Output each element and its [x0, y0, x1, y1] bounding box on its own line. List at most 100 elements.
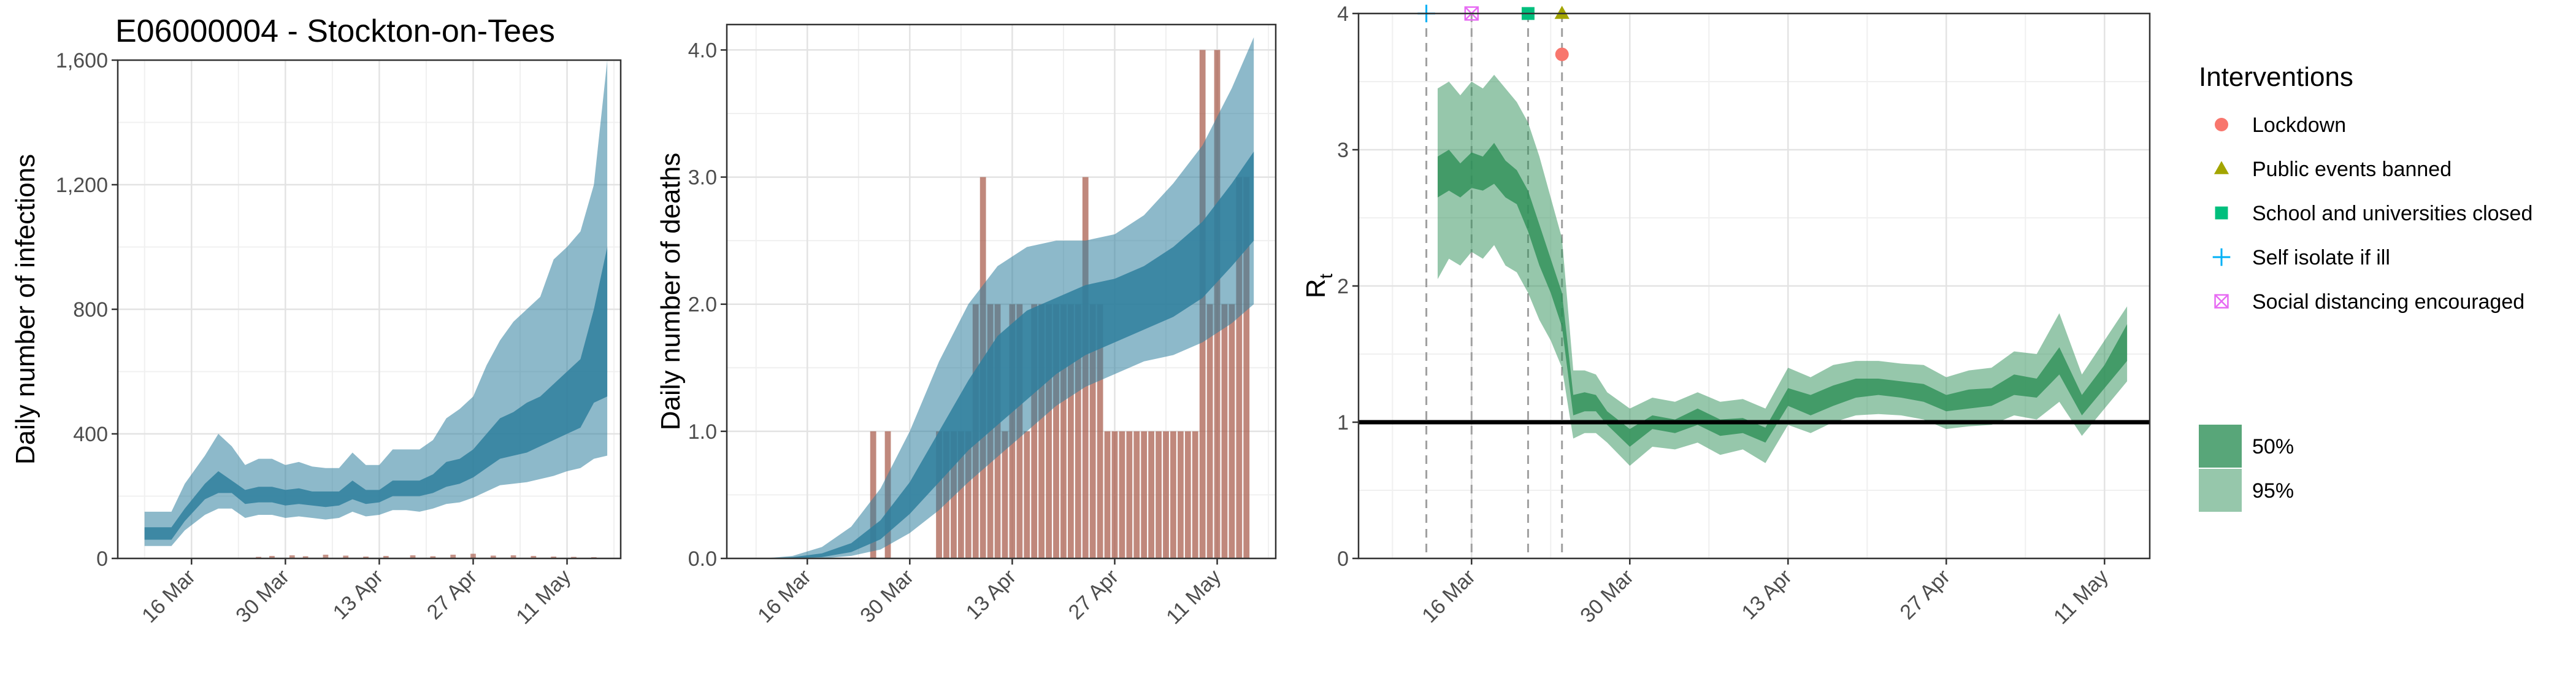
- intervention-marker-circle: [1555, 47, 1569, 61]
- y-axis-label: Rt: [1301, 273, 1336, 298]
- death-bar: [1031, 304, 1038, 558]
- x-tick-label: 27 Apr: [423, 565, 481, 624]
- y-axis-label-subscript: t: [1316, 273, 1336, 279]
- case-bar: [531, 555, 537, 558]
- legend-key-boxx: [2214, 294, 2229, 309]
- death-bar: [1184, 431, 1191, 558]
- death-bar: [1221, 304, 1228, 558]
- case-bar: [269, 555, 275, 558]
- death-bar: [1192, 431, 1198, 558]
- x-tick-label: 13 Apr: [962, 565, 1021, 624]
- x-tick-label: 16 Mar: [1417, 565, 1480, 628]
- case-bar: [430, 556, 436, 558]
- death-bar: [1060, 304, 1067, 558]
- death-bar: [1075, 304, 1081, 558]
- death-bar: [870, 431, 876, 558]
- x-tick-label: 16 Mar: [753, 565, 816, 628]
- deaths-ci50-band: [763, 152, 1254, 559]
- legend-item-label: Public events banned: [2252, 158, 2451, 181]
- infections-ci95-band: [144, 60, 608, 546]
- death-bar: [1111, 431, 1118, 558]
- rt-ci50-band: [1438, 142, 2128, 447]
- x-tick-label: 30 Mar: [231, 565, 294, 628]
- y-tick-label: 1,200: [56, 174, 108, 197]
- legend-key-boxx-x2: [2214, 294, 2229, 309]
- death-bar: [1243, 177, 1250, 559]
- case-bar: [510, 555, 516, 558]
- death-bar: [957, 431, 964, 558]
- death-bar: [1141, 431, 1148, 558]
- y-tick-label: 1: [1337, 411, 1349, 434]
- case-bar: [323, 554, 329, 558]
- legend-ci-label: 50%: [2252, 435, 2294, 458]
- x-tick-label: 11 May: [512, 565, 575, 629]
- death-bar: [1089, 304, 1096, 558]
- x-tick-label: 16 Mar: [137, 565, 200, 628]
- y-axis-label: Daily number of deaths: [656, 153, 686, 430]
- y-tick-label: 3: [1337, 139, 1349, 162]
- legend-ci-key: [2199, 425, 2242, 468]
- legend-key-plus: [2212, 248, 2231, 266]
- legend-item-label: Lockdown: [2252, 114, 2346, 137]
- case-bar: [383, 555, 389, 558]
- x-tick-label: 30 Mar: [1576, 565, 1638, 628]
- legend-key-circle: [2215, 118, 2228, 131]
- rt-panel: 0 1 2 3 4 16 Mar 30 Mar 13 Apr 27 Apr 11 May Rt: [1301, 2, 2151, 629]
- legend-title: Interventions: [2199, 62, 2353, 92]
- case-bar: [450, 554, 456, 558]
- case-bar: [289, 555, 295, 558]
- death-bar: [1002, 431, 1008, 558]
- case-bar: [470, 554, 476, 558]
- death-bar: [1046, 304, 1052, 558]
- death-bar: [1119, 431, 1125, 558]
- y-tick-label: 1,600: [56, 49, 108, 72]
- death-bar: [1024, 431, 1030, 558]
- death-bar: [1170, 431, 1176, 558]
- x-tick-label: 27 Apr: [1896, 565, 1955, 624]
- y-tick-label: 2: [1337, 275, 1349, 298]
- x-tick-label: 11 May: [1162, 565, 1225, 629]
- intervention-marker-triangle: [1554, 6, 1570, 19]
- death-bar: [1097, 304, 1103, 558]
- figure-title: E06000004 - Stockton-on-Tees: [115, 14, 555, 49]
- legend-ci-label: 95%: [2252, 479, 2294, 503]
- death-bar: [1206, 304, 1213, 558]
- death-bar: [965, 431, 972, 558]
- death-bar: [1148, 431, 1155, 558]
- case-bar: [256, 557, 261, 558]
- y-tick-label: 1.0: [688, 420, 717, 444]
- y-axis-label: Daily number of infections: [10, 154, 40, 465]
- y-tick-label: 800: [73, 298, 108, 322]
- case-bar: [490, 555, 496, 558]
- death-bar: [1156, 431, 1162, 558]
- legend-ci-key: [2199, 469, 2242, 512]
- x-tick-label: 27 Apr: [1064, 565, 1123, 624]
- x-tick-label: 11 May: [2049, 565, 2113, 629]
- y-tick-label: 4.0: [688, 39, 717, 62]
- legend-key-boxx-box: [2214, 294, 2229, 309]
- legend-key-triangle: [2214, 161, 2229, 174]
- x-tick-label: 30 Mar: [856, 565, 918, 628]
- case-bar: [363, 556, 369, 558]
- deaths-ci95-band: [763, 37, 1254, 558]
- legend: Interventions Lockdown Public events banne…: [2199, 62, 2532, 512]
- y-tick-label: 0: [96, 547, 108, 571]
- panel-border: [726, 23, 1277, 560]
- infections-ci50-band: [144, 247, 608, 540]
- death-bar: [1126, 431, 1133, 558]
- death-bar: [1038, 304, 1045, 558]
- death-bar: [1229, 304, 1235, 558]
- case-bar: [302, 556, 309, 558]
- legend-key-square: [2215, 206, 2228, 220]
- y-tick-label: 2.0: [688, 293, 717, 317]
- infections-panel: 0 400 800 1,200 1,600 16 Mar 30 Mar 13 Apr 27 Ap…: [10, 49, 622, 629]
- death-bar: [1177, 431, 1184, 558]
- death-bar: [1053, 304, 1059, 558]
- legend-item-label: Social distancing encouraged: [2252, 290, 2524, 314]
- y-tick-label: 400: [73, 423, 108, 446]
- y-tick-label: 3.0: [688, 166, 717, 190]
- case-bar: [410, 555, 416, 558]
- x-tick-label: 13 Apr: [329, 565, 388, 624]
- death-bar: [1163, 431, 1169, 558]
